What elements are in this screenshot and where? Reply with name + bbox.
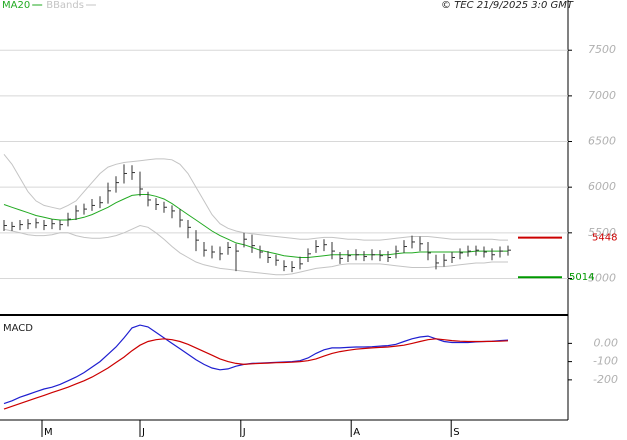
legend-label: MA20 xyxy=(2,0,30,11)
ma20-line xyxy=(3,194,508,258)
y-tick-label: -200 xyxy=(593,373,618,386)
legend-label: BBands xyxy=(46,0,84,11)
y-tick-label: 6000 xyxy=(588,180,616,193)
macd-line xyxy=(3,338,509,410)
y-tick-label: 7000 xyxy=(588,89,616,102)
source: © TEC 21/9/2025 3:0 GMT xyxy=(441,0,574,11)
level-label: 5014 xyxy=(569,272,594,283)
y-tick-label: 6500 xyxy=(588,135,616,148)
x-tick-label: A xyxy=(353,427,360,438)
x-tick-label: M xyxy=(44,427,53,438)
y-tick-label: 5500 xyxy=(588,226,616,239)
x-tick-label: J xyxy=(242,427,246,438)
x-tick-label: S xyxy=(453,427,459,438)
x-tick-label: J xyxy=(141,427,145,438)
macd-title: MACD xyxy=(3,323,33,334)
y-tick-label: 0.00 xyxy=(594,336,619,349)
bband-upper xyxy=(3,153,508,241)
y-tick-label: 5000 xyxy=(588,271,616,284)
y-tick-label: 7500 xyxy=(588,43,616,56)
level-label: 5448 xyxy=(592,233,617,244)
y-tick-label: -100 xyxy=(593,355,618,368)
bband-lower xyxy=(3,224,508,276)
